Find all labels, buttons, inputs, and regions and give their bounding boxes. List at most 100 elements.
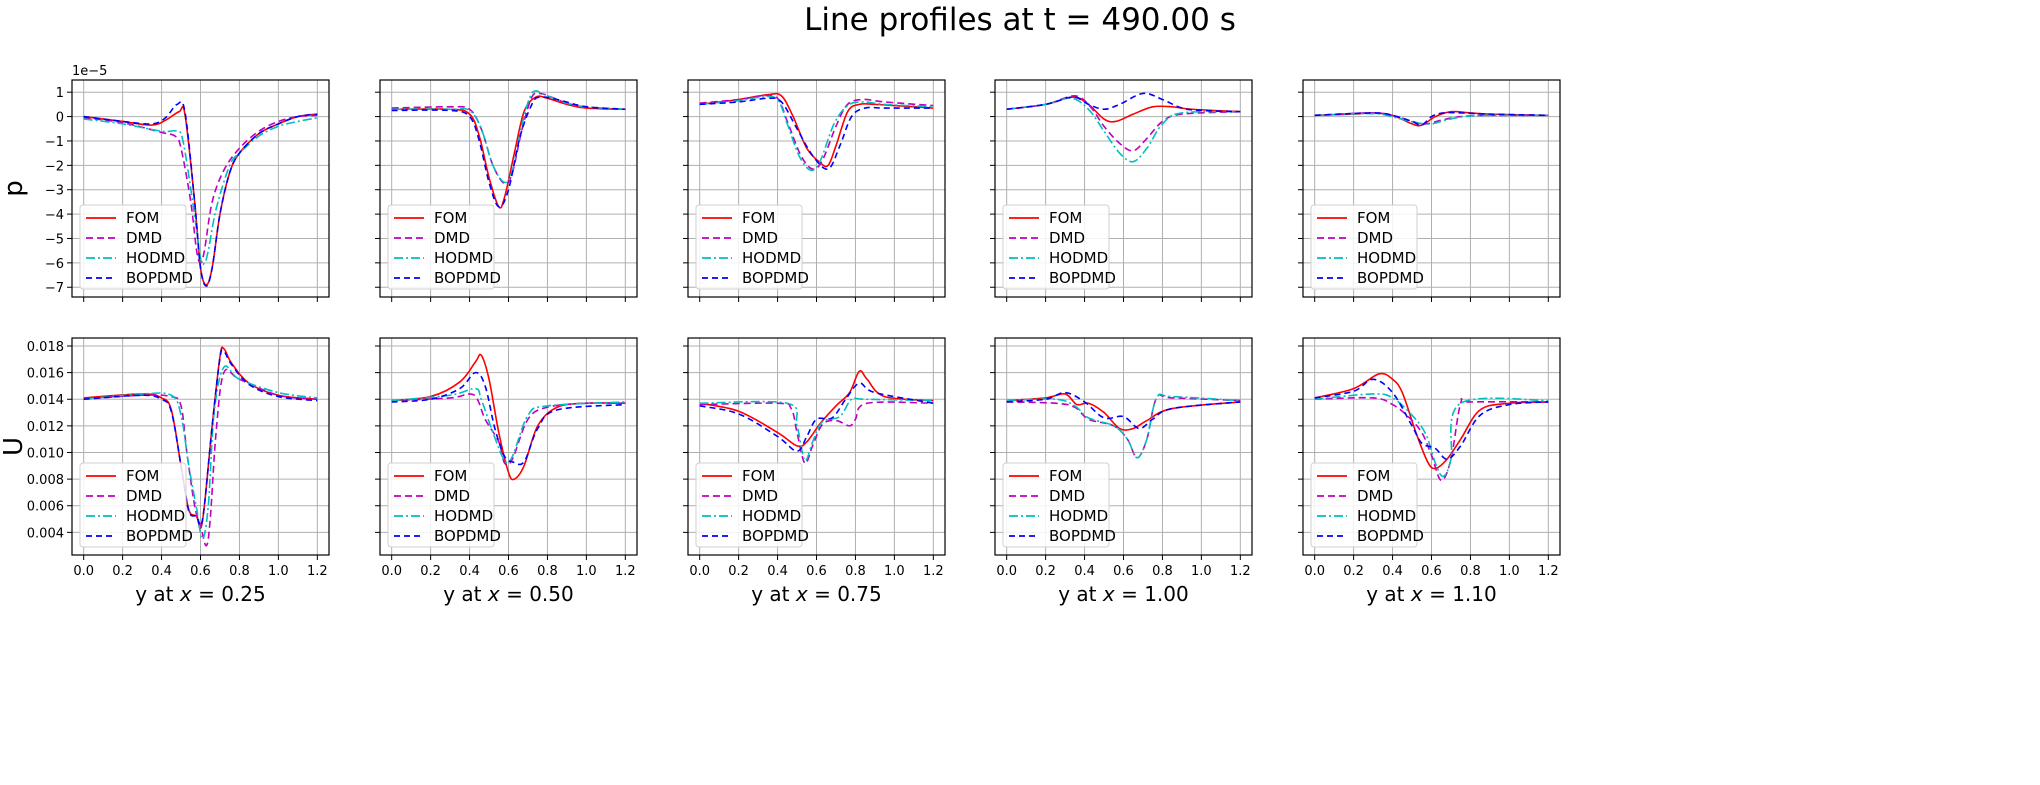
legend: FOM DMD HODMD BOPDMD [387,462,501,548]
x-tick-label: 0.6 [1421,564,1442,579]
series-line-fom [391,95,626,209]
legend-label-dmd: DMD [1049,487,1085,505]
legend-label-fom: FOM [1049,209,1082,227]
y-tick-label: −2 [45,159,64,174]
x-tick-label: 1.0 [576,564,597,579]
subplot-p-4: FOM DMD HODMD BOPDMD [990,79,1253,302]
legend-label-bopdmd: BOPDMD [742,269,809,287]
x-tick-label: 0.2 [1343,564,1364,579]
legend-label-fom: FOM [126,209,159,227]
offset-text: 1e−5 [72,64,107,79]
legend-label-hodmd: HODMD [742,249,801,267]
series-line-bopdmd [699,382,934,452]
x-tick-label: 1.0 [1191,564,1212,579]
series-line-dmd [1314,396,1549,482]
subplot-p-3: FOM DMD HODMD BOPDMD [683,79,946,302]
series-line-fom [1314,372,1549,470]
legend-label-hodmd: HODMD [1049,507,1108,525]
legend-label-bopdmd: BOPDMD [1357,527,1424,545]
series-line-fom [699,92,934,168]
x-axis-label-var: x [487,582,500,606]
y-tick-label: 0 [56,111,64,126]
x-tick-label: 0.6 [806,564,827,579]
x-axis-label-part: = 0.25 [192,582,266,606]
x-axis-label-part: = 1.00 [1115,582,1189,606]
x-axis-label-part: = 0.75 [808,582,882,606]
legend-box [1002,462,1110,548]
legend: FOM DMD HODMD BOPDMD [695,204,809,290]
legend: FOM DMD HODMD BOPDMD [79,462,193,548]
x-axis-label-part: y at [443,582,488,606]
legend: FOM DMD HODMD BOPDMD [79,204,193,290]
x-tick-label: 0.6 [190,564,211,579]
series-line-hodmd [391,387,626,464]
x-axis-label-var: x [795,582,808,606]
legend-label-bopdmd: BOPDMD [126,269,193,287]
y-tick-label: 0.004 [27,526,64,541]
axes-frame [994,79,1253,298]
y-tick-label: −6 [45,257,64,272]
x-tick-label: 0.8 [1152,564,1173,579]
legend-box [79,462,187,548]
x-axis-label: y at x = 0.50 [443,582,574,606]
axes-frame [1302,337,1561,556]
legend-box [387,204,495,290]
legend-label-dmd: DMD [1357,229,1393,247]
x-tick-label: 0.2 [420,564,441,579]
series-line-dmd [83,114,318,264]
y-tick-label: 1 [56,86,64,101]
series-line-hodmd [391,90,626,184]
legend-box [1002,204,1110,290]
x-tick-label: 0.2 [1035,564,1056,579]
y-tick-label: 0.006 [27,500,64,515]
legend: FOM DMD HODMD BOPDMD [1002,204,1116,290]
x-tick-label: 0.6 [1113,564,1134,579]
legend-label-hodmd: HODMD [434,249,493,267]
y-tick-label: −5 [45,232,64,247]
x-tick-label: 0.8 [229,564,250,579]
axes-frame [379,79,638,298]
series-line-hodmd [699,397,934,462]
y-tick-label: 0.010 [27,446,64,461]
legend-box [387,462,495,548]
legend-label-dmd: DMD [126,487,162,505]
x-tick-label: 0.0 [996,564,1017,579]
x-axis-label-var: x [179,582,192,606]
legend-label-hodmd: HODMD [1357,249,1416,267]
x-tick-label: 1.2 [1230,564,1251,579]
legend-label-bopdmd: BOPDMD [434,269,501,287]
axes-frame [994,337,1253,556]
legend-label-bopdmd: BOPDMD [126,527,193,545]
legend-label-fom: FOM [434,209,467,227]
subplot-U-2: 0.0 0.2 0.4 0.6 0.8 1.0 1.2 FOM DMD HODMD BOPDMD y … [375,337,638,606]
x-tick-label: 0.0 [73,564,94,579]
axes-frame [687,79,946,298]
x-tick-label: 0.4 [151,564,172,579]
subplot-U-5: 0.0 0.2 0.4 0.6 0.8 1.0 1.2 FOM DMD HODMD BOPDMD y … [1298,337,1561,606]
legend-label-bopdmd: BOPDMD [1049,269,1116,287]
legend-label-dmd: DMD [742,487,778,505]
series-line-hodmd [699,95,934,172]
x-tick-label: 0.4 [767,564,788,579]
x-axis-label: y at x = 1.00 [1058,582,1189,606]
x-axis-label-part: y at [1058,582,1103,606]
x-tick-label: 0.8 [1460,564,1481,579]
x-tick-label: 0.0 [381,564,402,579]
x-tick-label: 1.2 [615,564,636,579]
series-line-hodmd [1006,97,1241,163]
legend: FOM DMD HODMD BOPDMD [1310,462,1424,548]
y-axis-label: p [0,180,29,197]
x-tick-label: 1.2 [923,564,944,579]
subplot-U-4: 0.0 0.2 0.4 0.6 0.8 1.0 1.2 FOM DMD HODMD BOPDMD y … [990,337,1253,606]
y-tick-label: 0.008 [27,473,64,488]
x-tick-label: 0.4 [1074,564,1095,579]
y-axis-label: U [0,437,29,456]
legend-label-fom: FOM [742,209,775,227]
y-tick-label: 0.014 [27,393,64,408]
legend-label-dmd: DMD [126,229,162,247]
x-tick-label: 0.0 [689,564,710,579]
legend-label-fom: FOM [1357,467,1390,485]
subplot-p-2: FOM DMD HODMD BOPDMD [375,79,638,302]
series-line-fom [699,370,934,448]
legend: FOM DMD HODMD BOPDMD [1310,204,1424,290]
